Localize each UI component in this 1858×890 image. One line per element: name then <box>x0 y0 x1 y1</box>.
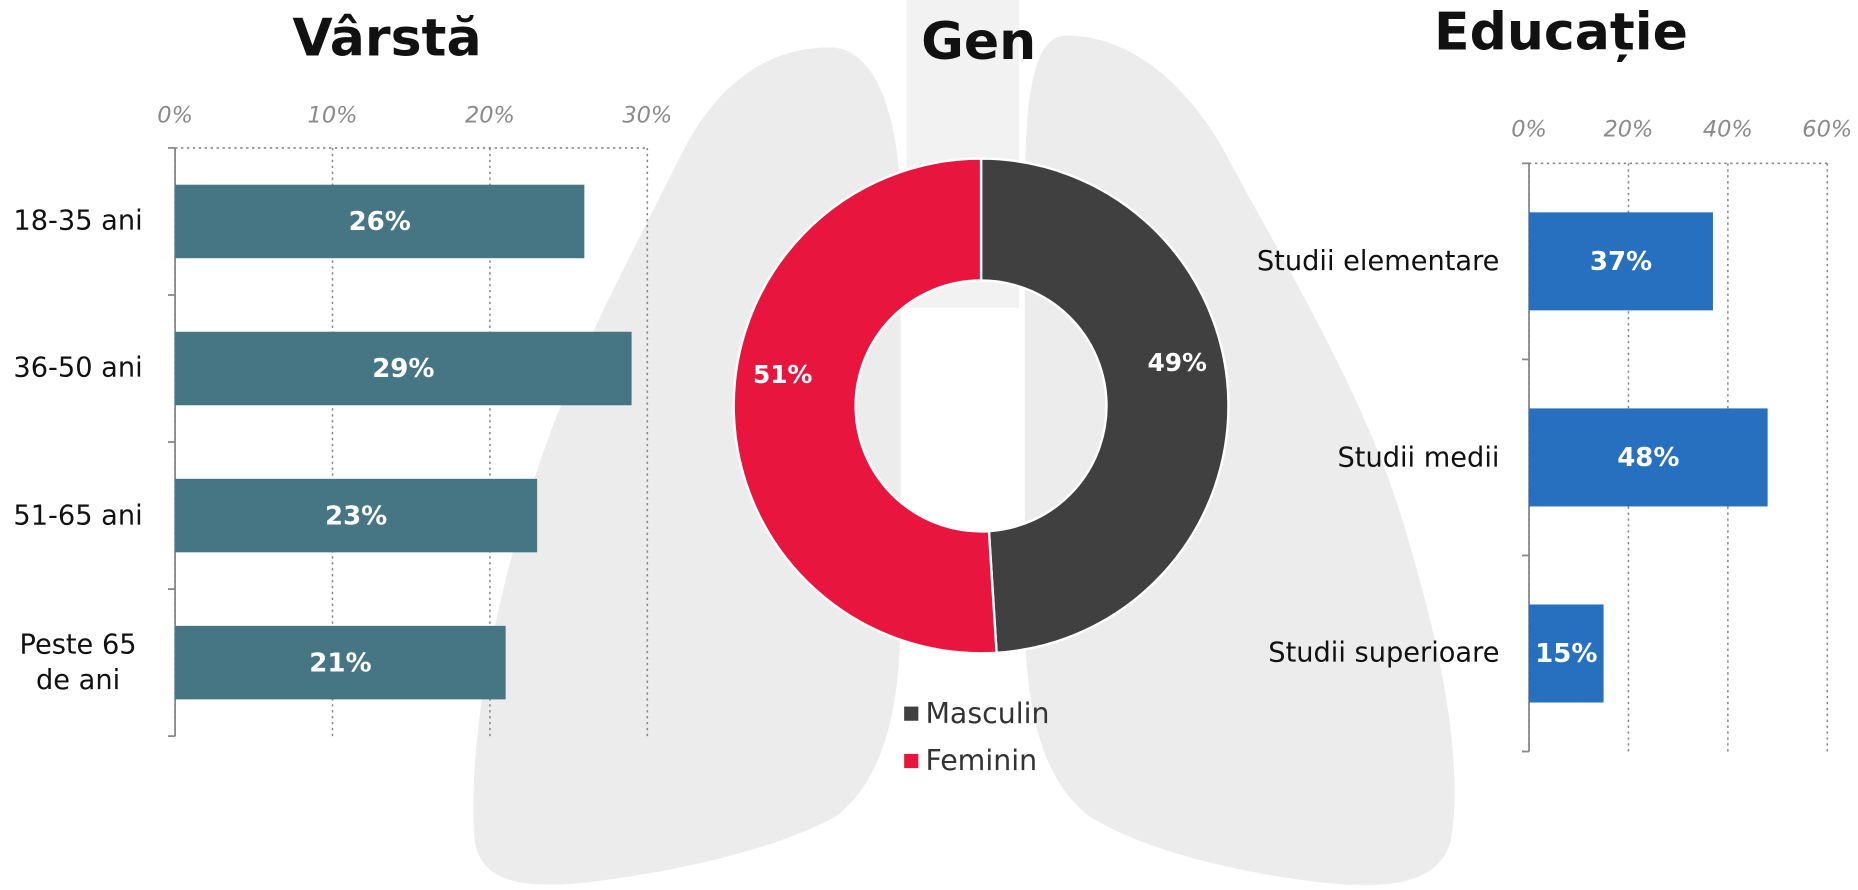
x-tick-label: 0% <box>1511 117 1547 143</box>
category-label-box: Studii superioare <box>1268 638 1500 669</box>
bar-value-label: 48% <box>1617 443 1679 473</box>
x-tick-label: 0% <box>157 102 193 128</box>
legend-swatch <box>904 753 919 769</box>
bar <box>175 625 506 700</box>
x-tick-label: 60% <box>1802 117 1852 143</box>
bar-value-label: 15% <box>1535 639 1597 669</box>
slice-value-label: 51% <box>753 360 813 389</box>
bar <box>1529 408 1768 507</box>
category-label: Studii medii <box>1337 442 1500 473</box>
x-tick-label: 40% <box>1703 117 1753 143</box>
category-label: 51-65 ani <box>13 500 143 531</box>
chart-title: Vârstă <box>292 8 481 68</box>
category-label-box: Studii medii <box>1337 442 1500 473</box>
x-tick-label: 30% <box>622 102 672 128</box>
category-label: Peste 65 de ani <box>19 629 137 696</box>
x-tick-label: 10% <box>308 102 358 128</box>
category-label: Studii elementare <box>1256 245 1500 277</box>
donut-slice <box>979 157 1230 655</box>
legend-swatch <box>904 706 919 721</box>
bar-value-label: 21% <box>309 648 371 678</box>
category-label-box: Studii elementare <box>1256 245 1500 277</box>
x-tick-label: 20% <box>465 102 515 128</box>
x-tick-label: 20% <box>1603 117 1653 143</box>
bar-value-label: 29% <box>372 354 434 384</box>
category-label-box: Peste 65 de ani <box>19 629 137 696</box>
category-label-box: 51-65 ani <box>13 500 143 531</box>
category-label-box: 36-50 ani <box>13 353 143 384</box>
bar <box>1529 212 1713 311</box>
category-label: 36-50 ani <box>13 353 143 384</box>
category-label-box: 18-35 ani <box>13 206 143 237</box>
bar <box>175 184 585 259</box>
chart-title: Gen <box>921 12 1036 72</box>
chart-title: Educație <box>1434 3 1688 63</box>
legend-label: Feminin <box>925 744 1037 777</box>
bar-value-label: 26% <box>349 207 411 237</box>
category-label: Studii superioare <box>1268 638 1500 669</box>
bar-value-label: 37% <box>1590 247 1652 277</box>
bar <box>1529 604 1604 703</box>
bar <box>175 478 538 553</box>
bar-value-label: 23% <box>325 501 387 531</box>
bar <box>175 331 632 406</box>
donut-slice <box>732 157 998 655</box>
legend-label: Masculin <box>925 697 1049 730</box>
category-label: 18-35 ani <box>13 206 143 237</box>
slice-value-label: 49% <box>1147 348 1207 377</box>
